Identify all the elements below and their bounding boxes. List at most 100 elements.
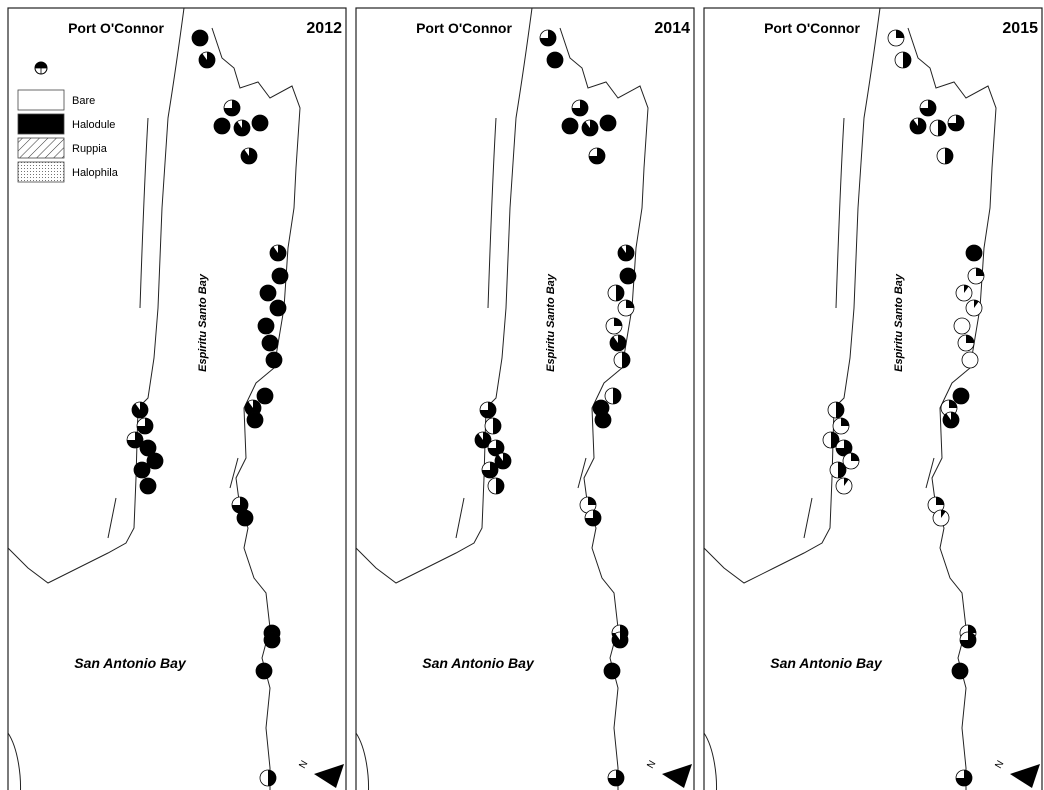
site-pie [539,29,557,47]
pie-wedge [608,770,624,786]
site-pie [955,769,973,787]
pie-base [961,351,979,369]
pie-wedge [224,100,240,116]
pie-wedge [949,400,957,408]
pie-wedge [488,440,504,456]
site-pie [942,411,960,429]
pie-wedge [960,632,976,648]
site-pie [965,244,983,262]
place-label: Port O'Connor [68,20,164,36]
site-pie [611,631,629,649]
north-label: N [993,759,1006,771]
site-pie [605,317,623,335]
site-pie [619,267,637,285]
bay-label: Espiritu Santo Bay [893,273,905,372]
pie-wedge [272,268,288,284]
pie-wedge [836,402,844,418]
site-pie [236,509,254,527]
pie-wedge [140,478,156,494]
site-pie [131,401,149,419]
pie-wedge [953,388,969,404]
site-pie [599,114,617,132]
site-pie [604,387,622,405]
pie-wedge [964,285,969,293]
map-panel: Port O'Connor 2014 Espiritu Santo Bay San A… [355,7,695,790]
site-pie [967,267,985,285]
site-pie [481,461,499,479]
site-pie [617,244,635,262]
panel-frame [355,7,695,790]
site-pie [233,119,251,137]
pie-wedge [588,497,596,505]
pie-wedge [493,418,501,434]
site-pie [546,51,564,69]
site-pie [607,769,625,787]
pie-wedge [610,335,626,351]
year-label: 2012 [306,20,342,37]
pie-wedge [547,52,563,68]
site-pie [133,461,151,479]
bay-label: Espiritu Santo Bay [545,273,557,372]
pie-wedge [258,318,274,334]
pie-wedge [622,352,630,368]
legend-label: Halodule [72,119,115,131]
site-pie [494,452,512,470]
pie-wedge [936,497,944,505]
pie-wedge [948,115,964,131]
pie-wedge [266,352,282,368]
pie-wedge [941,510,946,518]
pie-wedge [896,30,904,38]
coastline [355,7,533,584]
pie-wedge [585,510,601,526]
site-pie [136,417,154,435]
pie-wedge [614,318,622,326]
site-pie [191,29,209,47]
pie-wedge [260,285,276,301]
site-pie [487,477,505,495]
pie-wedge [945,148,953,164]
pie-wedge [252,115,268,131]
pie-wedge [976,268,984,276]
pie-wedge [966,335,974,343]
north-label: N [645,759,658,771]
pie-wedge [595,412,611,428]
site-pie [484,417,502,435]
coastline [7,117,239,790]
pie-wedge [903,52,911,68]
site-pie [251,114,269,132]
site-pie [223,99,241,117]
pie-wedge [270,300,286,316]
pie-wedge [140,440,156,456]
pie-wedge [613,388,621,404]
pie-wedge [851,453,859,461]
pie-wedge [480,402,496,418]
pie-wedge [268,770,276,786]
pie-wedge [137,418,153,434]
map-panel: Port O'Connor 2015 Espiritu Santo Bay San A… [703,7,1043,790]
site-pie [231,496,249,514]
pie-wedge [482,462,498,478]
legend-label: Ruppia [72,143,108,155]
site-pie [594,411,612,429]
site-pie [584,509,602,527]
panel-frame [703,7,1043,790]
bay-label: Espiritu Santo Bay [197,273,209,372]
site-pie [261,334,279,352]
site-pie [259,284,277,302]
pie-wedge [966,245,982,261]
site-pie [965,299,983,317]
pie-wedge [475,432,491,448]
site-pie [265,351,283,369]
site-pie [957,334,975,352]
legend-swatch [17,161,65,183]
site-pie [609,334,627,352]
pie-wedge [582,120,598,136]
pie-wedge [264,632,280,648]
site-pie [603,662,621,680]
north-arrow [314,764,344,788]
site-pie [947,114,965,132]
pie-wedge [956,770,972,786]
pie-wedge [192,30,208,46]
pie-wedge [134,462,150,478]
